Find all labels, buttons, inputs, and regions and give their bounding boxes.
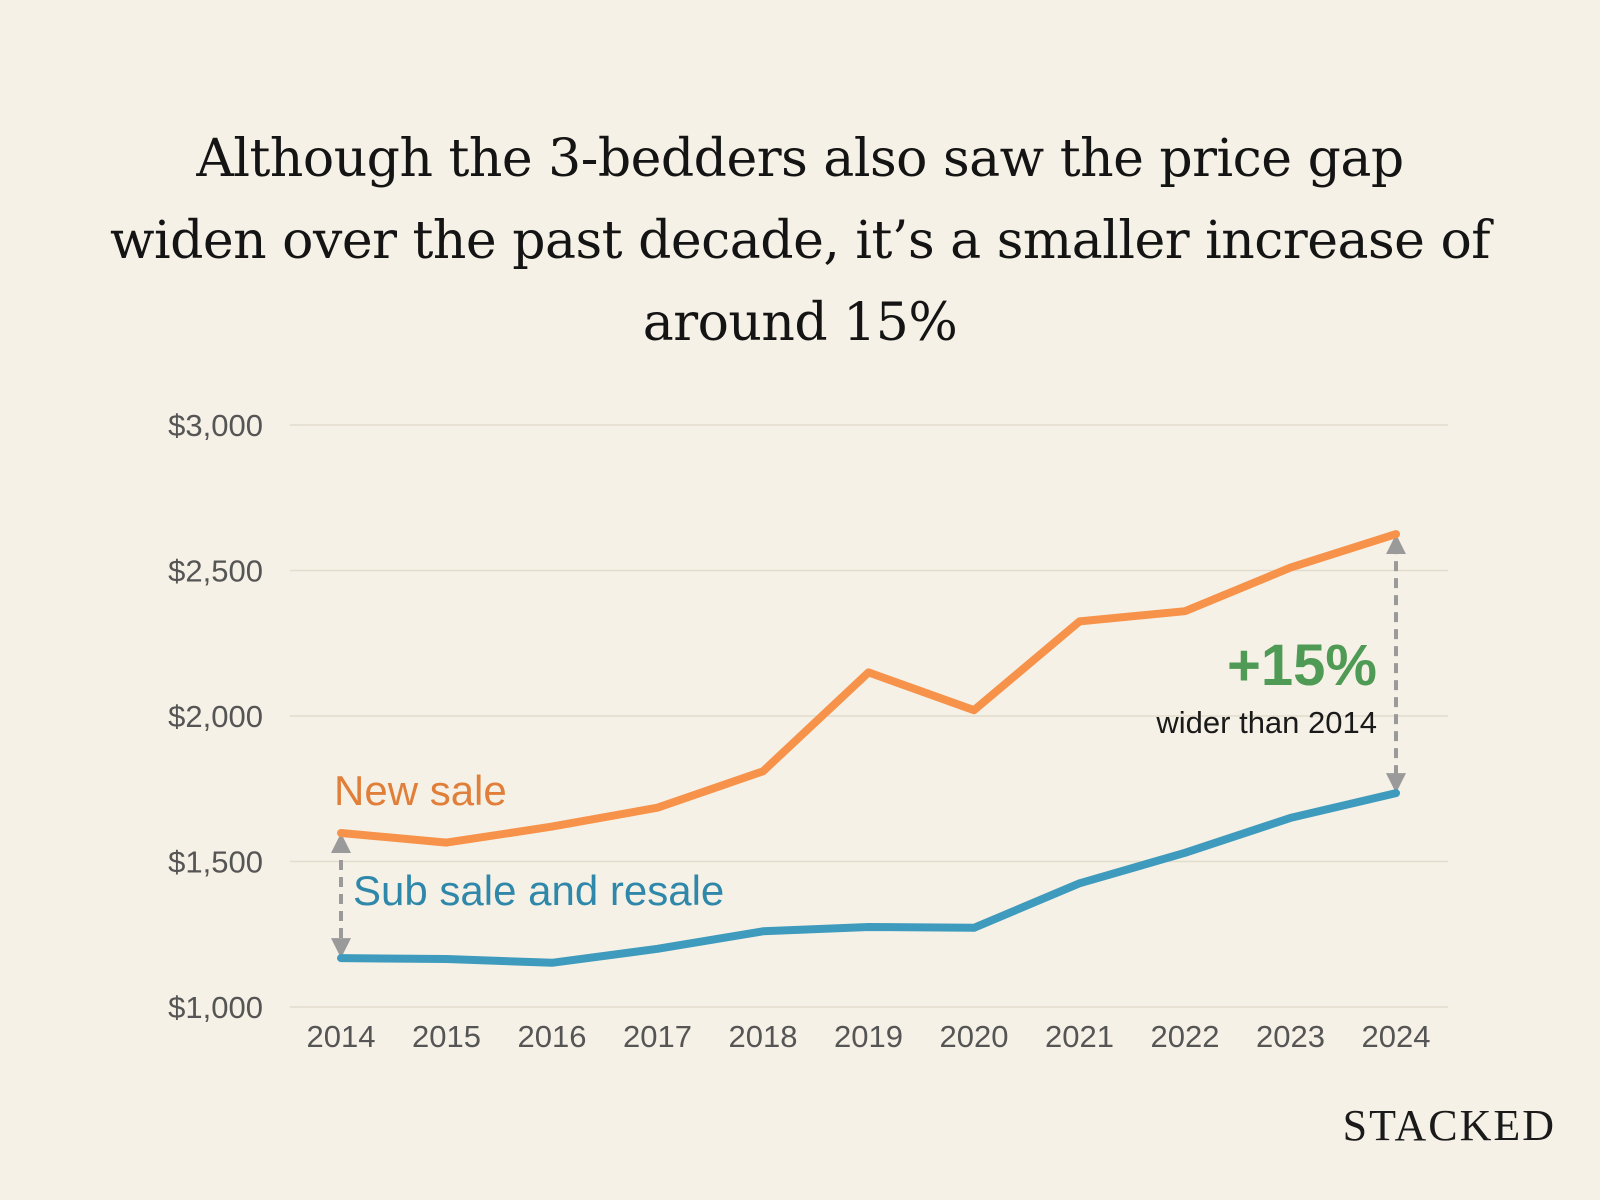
y-tick-label: $2,000 [168,699,263,734]
x-tick-label: 2023 [1256,1019,1325,1054]
title-line-1: Although the 3-bedders also saw the pric… [196,129,1404,189]
y-tick-label: $1,000 [168,990,263,1025]
x-tick-label: 2024 [1362,1019,1431,1054]
x-tick-label: 2022 [1151,1019,1220,1054]
y-tick-label: $2,500 [168,554,263,589]
x-tick-label: 2014 [307,1019,376,1054]
x-tick-label: 2016 [518,1019,587,1054]
x-tick-label: 2019 [834,1019,903,1054]
x-tick-label: 2015 [412,1019,481,1054]
series-labels: New sale Sub sale and resale [334,767,724,914]
gap-highlight-subtext: wider than 2014 [1155,705,1377,740]
gap-markers [331,534,1406,959]
chart-title: Although the 3-bedders also saw the pric… [100,118,1500,364]
x-tick-label: 2018 [729,1019,798,1054]
x-tick-label: 2017 [623,1019,692,1054]
y-tick-label: $1,500 [168,845,263,880]
gridlines [290,424,1448,1008]
series-label-sub-sale-and-resale: Sub sale and resale [353,867,724,914]
y-axis-tick-labels: $1,000 $1,500 $2,000 $2,500 $3,000 [168,408,263,1025]
brand-logo: STACKED [1342,1101,1556,1150]
x-axis-tick-labels: 2014 2015 2016 2017 2018 2019 2020 2021 2022 2023… [307,1019,1431,1054]
x-tick-label: 2021 [1045,1019,1114,1054]
gap-annotation: +15% wider than 2014 [1155,633,1377,740]
series-line-new-sale [337,530,1400,847]
series-lines [337,530,1400,967]
title-line-3: around 15% [642,293,958,353]
series-line-sub-sale-and-resale [337,789,1400,967]
title-line-2: widen over the past decade, it’s a small… [109,211,1491,271]
y-tick-label: $3,000 [168,408,263,443]
series-label-new-sale: New sale [334,767,507,814]
x-tick-label: 2020 [940,1019,1009,1054]
gap-highlight-value: +15% [1227,633,1377,698]
